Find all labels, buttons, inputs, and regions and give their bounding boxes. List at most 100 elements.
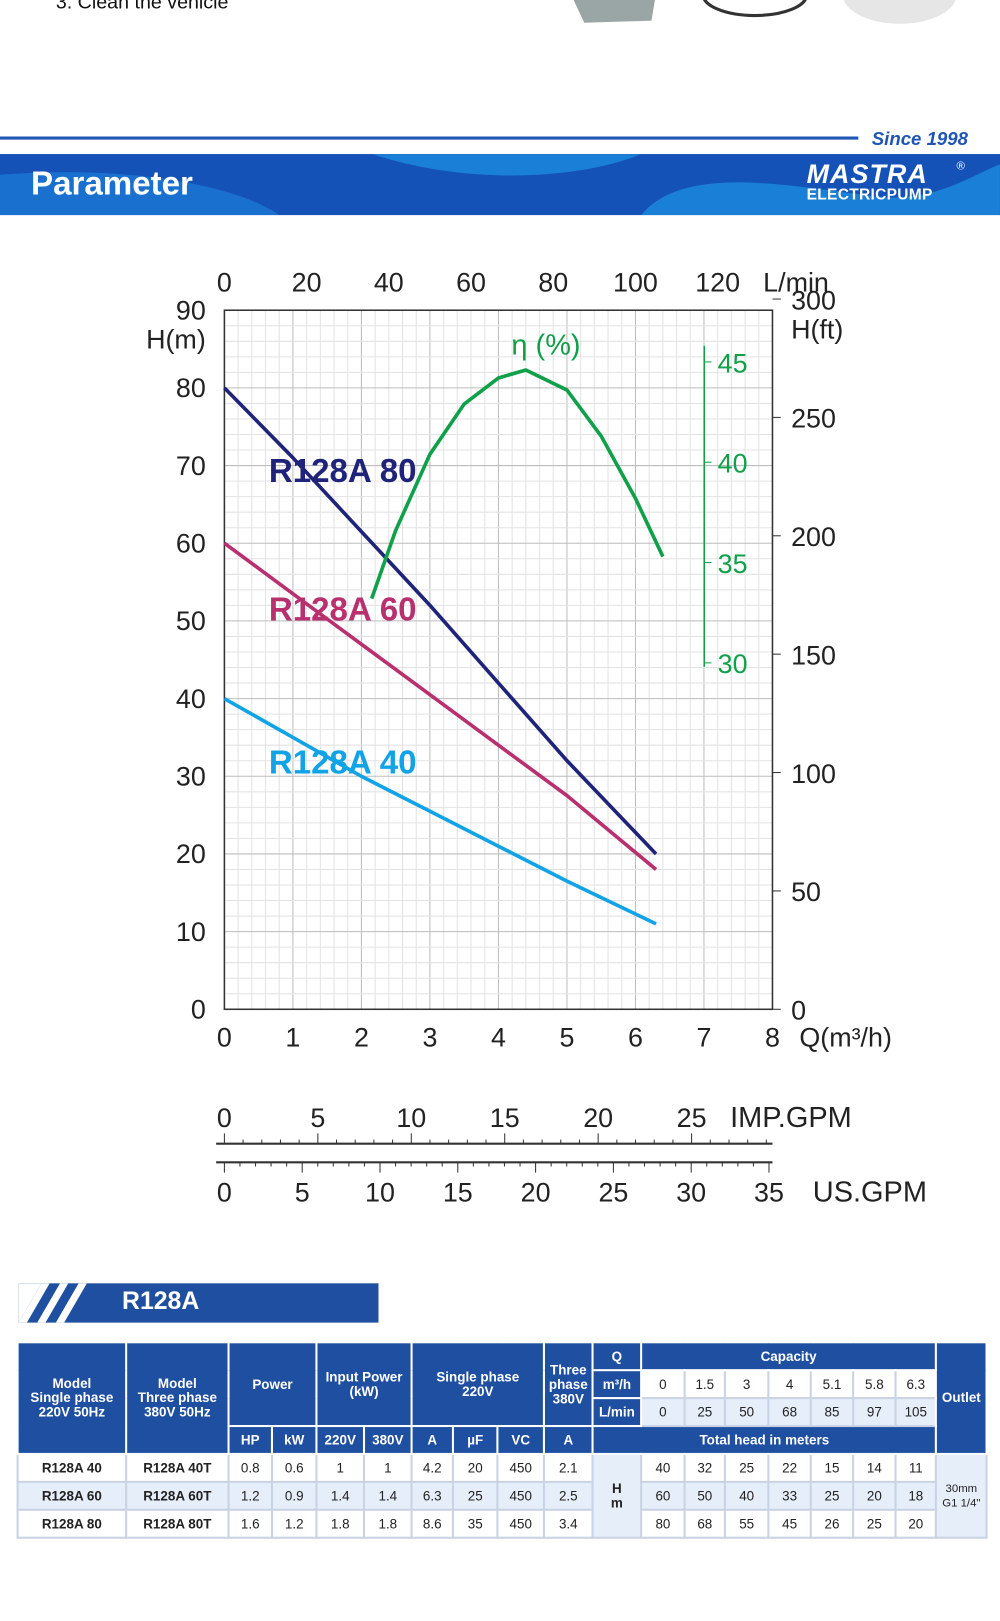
head-cell: 68	[683, 1508, 727, 1539]
spec-table: Model Single phase 220V 50Hz Model Three ph…	[16, 1341, 988, 1539]
value-cell: 1.8	[362, 1508, 413, 1539]
header-model-three: Model Three phase 380V 50Hz	[125, 1341, 230, 1455]
series-line	[369, 368, 665, 600]
value-cell: 2.5	[542, 1480, 594, 1511]
x-tick-label: 0	[217, 1023, 232, 1053]
head-cell: 32	[683, 1452, 727, 1483]
right-tick-label: 300	[791, 285, 836, 315]
x-tick-label: 5	[559, 1023, 574, 1053]
value-cell: 8.6	[410, 1508, 455, 1539]
eff-tick-label: 30	[718, 649, 748, 679]
series-line	[223, 541, 658, 871]
series-label: R128A 40	[269, 745, 417, 782]
us-gpm-tick-label: 20	[521, 1178, 551, 1208]
stripes-icon	[18, 1283, 87, 1323]
head-cell: 20	[852, 1480, 897, 1511]
x-tick-label: 6	[628, 1023, 643, 1053]
y-tick-label: 0	[191, 995, 206, 1025]
header-line: 30mm	[945, 1482, 978, 1495]
header-line: 220V 50Hz	[38, 1404, 106, 1420]
eff-tick-label: 35	[718, 549, 748, 579]
head-cell: 25	[723, 1452, 770, 1483]
y-tick-label: 20	[176, 839, 206, 869]
header-unit: HP	[227, 1424, 274, 1455]
value-cell: 1.4	[315, 1480, 366, 1511]
imp-gpm-tick-label: 15	[490, 1103, 520, 1133]
value-cell: 25	[451, 1480, 499, 1511]
top-tick-label: 120	[695, 268, 740, 298]
y-tick-label: 60	[176, 529, 206, 559]
series-label: R128A 80	[269, 453, 417, 490]
value-cell: 35	[451, 1508, 499, 1539]
table-row: R128A 80 R128A 80T 1.6 1.2 1.8 1.8 8.6 35 450 3.…	[16, 1508, 987, 1539]
header-outlet: Outlet	[934, 1341, 988, 1455]
value-cell: 1.8	[315, 1508, 366, 1539]
capacity-m3h-row: m³/h 0 1.5 3 4 5.1 5.8 6.3	[18, 1369, 987, 1400]
header-total-head: Total head in meters	[591, 1424, 938, 1455]
right-tick-label: 250	[791, 404, 836, 434]
x-tick-label: 1	[285, 1023, 300, 1053]
value-cell: 450	[496, 1452, 546, 1483]
header-line: m	[610, 1494, 623, 1511]
header-m3h: m³/h	[591, 1369, 643, 1400]
right-axis-label: H(ft)	[791, 314, 843, 344]
series-label: R128A 60	[269, 591, 417, 628]
header-input-power: Input Power (kW)	[315, 1341, 413, 1428]
capacity-lmin-row: L/min 0 25 50 68 85 97 105	[18, 1397, 987, 1428]
right-tick-label: 50	[791, 877, 821, 907]
header-power: Power	[227, 1341, 318, 1428]
model-t-cell: R128A 80T	[125, 1508, 230, 1539]
head-cell: 40	[723, 1480, 770, 1511]
header-unit: 380V	[362, 1424, 413, 1455]
value-cell: 1.2	[270, 1508, 318, 1539]
imp-gpm-tick-label: 5	[310, 1103, 325, 1133]
intro-text: 3. Clean the vehicle	[55, 0, 229, 14]
model-t-cell: R128A 40T	[125, 1452, 230, 1483]
us-gpm-tick-label: 35	[754, 1178, 784, 1208]
imp-gpm-tick-label: 10	[396, 1103, 426, 1133]
head-cell: 45	[767, 1508, 812, 1539]
x-axis-label: Q(m³/h)	[799, 1023, 892, 1053]
header-line: Three phase	[137, 1389, 217, 1406]
header-line: Model	[157, 1375, 197, 1391]
top-tick-label: 20	[292, 268, 322, 298]
head-cell: 26	[809, 1508, 855, 1539]
head-cell: 18	[894, 1480, 938, 1511]
capacity-lmin-cell: 85	[809, 1397, 855, 1428]
header-q: Q	[591, 1341, 643, 1372]
since-label: Since 1998	[871, 128, 968, 149]
banner-waves	[0, 154, 1000, 216]
head-cell: 55	[723, 1508, 770, 1539]
value-cell: 4.2	[410, 1452, 455, 1483]
value-cell: 1.4	[362, 1480, 413, 1511]
eff-series-label: η (%)	[511, 330, 580, 362]
header-line: phase	[548, 1375, 588, 1392]
header-line: Model	[52, 1375, 92, 1391]
right-tick-label: 0	[791, 996, 806, 1026]
value-cell: 0.9	[270, 1480, 318, 1511]
brand-logo: MASTRA ELECTRICPUMP ®	[807, 160, 965, 202]
top-tick-label: 60	[456, 268, 486, 298]
capacity-m3h-cell: 6.3	[894, 1369, 938, 1400]
registered-mark: ®	[956, 160, 965, 173]
head-cell: 15	[809, 1452, 855, 1483]
y-tick-label: 40	[176, 684, 206, 714]
value-cell: 20	[451, 1452, 499, 1483]
value-cell: 3.4	[542, 1508, 594, 1539]
us-gpm-axis-label: US.GPM	[813, 1177, 927, 1209]
us-gpm-tick-label: 30	[676, 1178, 706, 1208]
right-tick-label: 150	[791, 641, 836, 671]
head-cell: 25	[809, 1480, 855, 1511]
table-title: R128A	[122, 1287, 200, 1316]
header-model-single: Model Single phase 220V 50Hz	[16, 1341, 128, 1455]
capacity-m3h-cell: 1.5	[683, 1369, 727, 1400]
value-cell: 6.3	[410, 1480, 455, 1511]
capacity-lmin-cell: 68	[767, 1397, 812, 1428]
header-unit: A	[542, 1424, 594, 1455]
capacity-lmin-cell: 25	[683, 1397, 727, 1428]
header-unit: kW	[270, 1424, 318, 1455]
x-tick-label: 7	[696, 1023, 711, 1053]
